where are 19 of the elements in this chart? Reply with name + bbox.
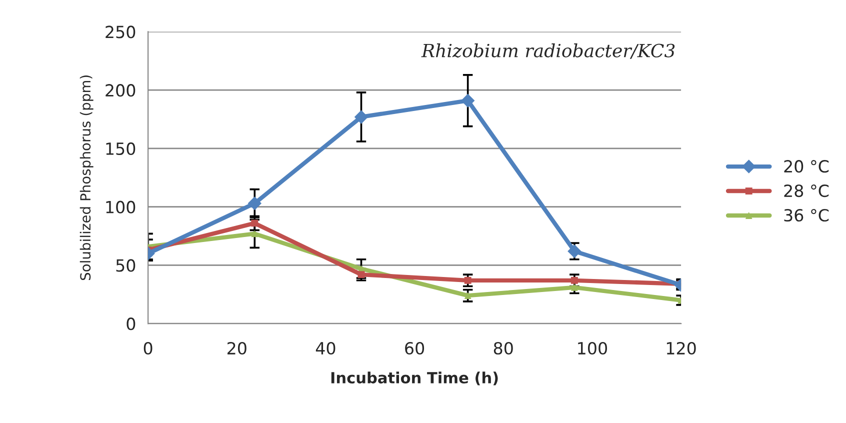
y-tick-label: 200 [106, 84, 136, 97]
x-tick-label: 100 [578, 342, 607, 355]
y-tick-label: 250 [106, 26, 136, 38]
x-tick-label: 120 [666, 342, 696, 355]
x-tick-label: 60 [405, 342, 424, 355]
y-tick-label: 0 [126, 318, 136, 330]
x-axis-title: Incubation Time (h) [331, 372, 498, 386]
legend-label: 36 °C [784, 208, 829, 222]
y-tick-label: 50 [116, 259, 136, 272]
x-tick-label: 0 [144, 342, 152, 355]
legend-label: 20 °C [784, 160, 829, 173]
y-tick-label: 100 [106, 200, 136, 214]
x-tick-label: 40 [316, 342, 336, 355]
legend-label: 28 °C [784, 184, 829, 198]
y-tick-label: 150 [106, 142, 136, 156]
annotation: Rhizobium radiobacter/KC3 [421, 43, 675, 59]
y-axis-title: Solubilized Phosphorus (ppm) [80, 76, 94, 280]
x-tick-label: 20 [228, 342, 246, 355]
x-tick-label: 80 [494, 342, 513, 355]
